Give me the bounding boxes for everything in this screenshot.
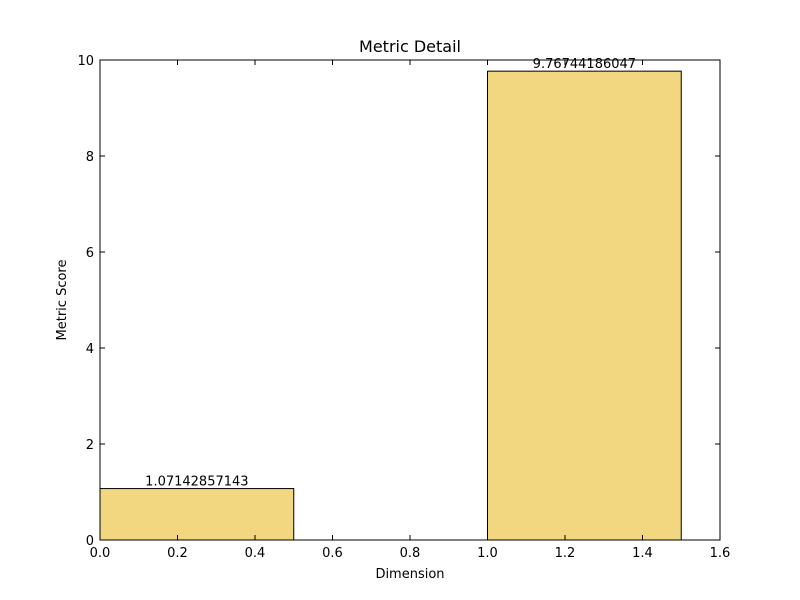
x-tick-label: 0.4 <box>245 546 266 561</box>
bar-1 <box>99 488 295 541</box>
x-tick-label: 1.2 <box>555 546 576 561</box>
y-axis-label: Metric Score <box>55 260 70 341</box>
y-tick-label: 2 <box>86 438 94 453</box>
x-tick-label: 0.8 <box>400 546 421 561</box>
plot-frame <box>99 59 721 541</box>
x-tick-label: 1.6 <box>710 546 731 561</box>
y-tick-label: 10 <box>77 54 94 69</box>
y-tick-label: 4 <box>86 342 94 357</box>
y-tick-label: 0 <box>86 534 94 549</box>
x-tick-label: 1.4 <box>632 546 653 561</box>
y-tick-label: 6 <box>86 246 94 261</box>
bar-2 <box>487 70 682 541</box>
ticks-layer: 0.0 0.2 0.4 0.6 0.8 1.0 1.2 1.4 1.6 0 2 4 6 8 10 <box>77 54 730 561</box>
y-tick-label: 8 <box>86 150 94 165</box>
x-tick-label: 0.0 <box>90 546 111 561</box>
x-tick-label: 0.2 <box>167 546 188 561</box>
x-tick-label: 1.0 <box>477 546 498 561</box>
x-tick-label: 0.6 <box>322 546 343 561</box>
bars-layer: 1.07142857143 9.76744186047 <box>99 57 682 541</box>
x-axis-label: Dimension <box>375 567 444 582</box>
bar-1-value-label: 1.07142857143 <box>145 475 248 490</box>
chart-title: Metric Detail <box>359 37 461 56</box>
bar-2-value-label: 9.76744186047 <box>533 57 636 72</box>
